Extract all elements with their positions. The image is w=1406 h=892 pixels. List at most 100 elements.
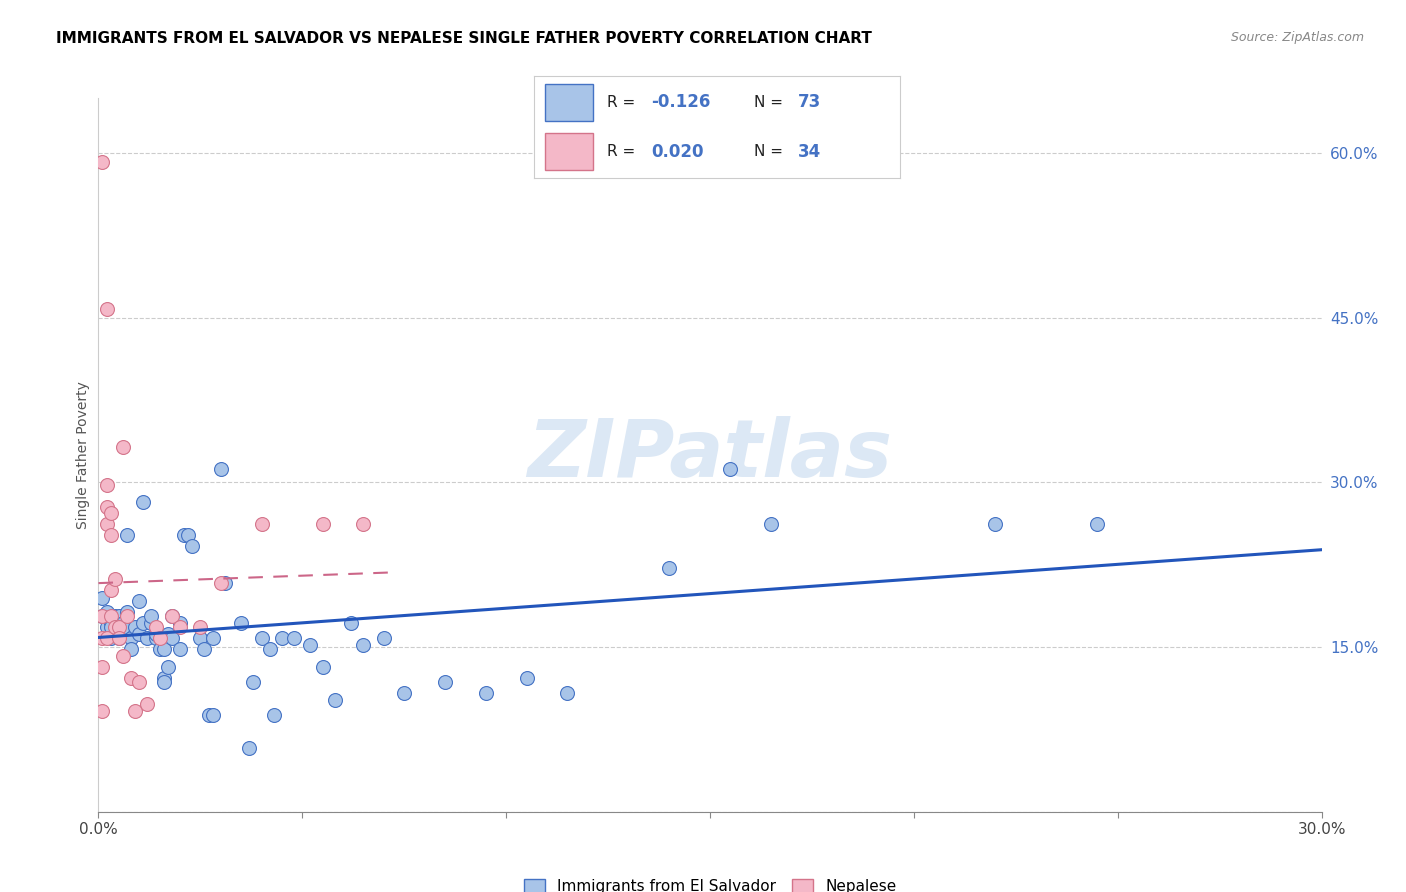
Point xyxy=(96,517,118,532)
Point xyxy=(128,594,150,608)
Point xyxy=(128,627,150,641)
Point xyxy=(120,671,142,685)
Point xyxy=(152,642,174,657)
FancyBboxPatch shape xyxy=(546,84,593,121)
Point xyxy=(263,708,285,723)
Point xyxy=(132,615,155,630)
Point xyxy=(392,686,416,700)
Point xyxy=(259,642,281,657)
Point xyxy=(209,462,232,476)
Point xyxy=(100,609,122,624)
Point xyxy=(141,609,163,624)
Point xyxy=(128,675,150,690)
Point xyxy=(96,301,118,316)
Text: 34: 34 xyxy=(797,143,821,161)
Point xyxy=(352,638,374,652)
Point xyxy=(209,576,232,591)
Point xyxy=(111,620,134,634)
Point xyxy=(136,632,159,646)
Point xyxy=(270,632,294,646)
Point xyxy=(214,576,236,591)
Point xyxy=(104,609,127,624)
Point xyxy=(124,704,146,718)
Text: 73: 73 xyxy=(797,94,821,112)
Point xyxy=(720,462,742,476)
Point xyxy=(96,620,118,634)
Point xyxy=(100,620,122,634)
Point xyxy=(96,500,118,514)
Point xyxy=(100,506,122,520)
Point xyxy=(299,638,322,652)
Point xyxy=(238,741,260,756)
Point xyxy=(104,620,127,634)
Point xyxy=(160,632,183,646)
Point xyxy=(557,686,579,700)
Text: 0.020: 0.020 xyxy=(651,143,704,161)
Point xyxy=(193,642,215,657)
Point xyxy=(149,632,172,646)
Point xyxy=(136,697,159,711)
Point xyxy=(761,517,783,532)
Point xyxy=(104,572,127,586)
Point xyxy=(984,517,1007,532)
Point xyxy=(197,708,219,723)
Text: N =: N = xyxy=(754,95,787,110)
Point xyxy=(108,620,131,634)
Point xyxy=(1085,517,1108,532)
Point xyxy=(96,477,118,491)
Point xyxy=(434,675,457,690)
Point xyxy=(312,660,335,674)
Point xyxy=(169,642,191,657)
Point xyxy=(250,632,273,646)
Text: Source: ZipAtlas.com: Source: ZipAtlas.com xyxy=(1230,31,1364,45)
Text: R =: R = xyxy=(607,95,641,110)
Point xyxy=(91,154,114,169)
Point xyxy=(352,517,374,532)
Legend: Immigrants from El Salvador, Nepalese: Immigrants from El Salvador, Nepalese xyxy=(517,873,903,892)
Point xyxy=(108,632,131,646)
Point xyxy=(100,632,122,646)
Point xyxy=(312,517,335,532)
Point xyxy=(100,528,122,542)
Point xyxy=(160,609,183,624)
Point xyxy=(373,632,395,646)
Point xyxy=(132,495,155,509)
Point xyxy=(115,605,138,619)
Point xyxy=(188,632,212,646)
Text: ZIPatlas: ZIPatlas xyxy=(527,416,893,494)
Point xyxy=(152,671,174,685)
Point xyxy=(242,675,264,690)
Point xyxy=(108,627,131,641)
Point xyxy=(340,615,363,630)
Point xyxy=(91,609,114,624)
Point xyxy=(283,632,305,646)
Point xyxy=(91,609,114,624)
Point xyxy=(111,440,134,454)
Point xyxy=(169,615,191,630)
Point xyxy=(201,708,224,723)
Text: IMMIGRANTS FROM EL SALVADOR VS NEPALESE SINGLE FATHER POVERTY CORRELATION CHART: IMMIGRANTS FROM EL SALVADOR VS NEPALESE … xyxy=(56,31,872,46)
Point xyxy=(474,686,498,700)
Point xyxy=(96,605,118,619)
Point xyxy=(250,517,273,532)
FancyBboxPatch shape xyxy=(546,133,593,170)
Point xyxy=(177,528,200,542)
Point xyxy=(201,632,224,646)
Point xyxy=(120,632,142,646)
Point xyxy=(115,528,138,542)
Text: N =: N = xyxy=(754,145,787,160)
Point xyxy=(173,528,195,542)
Point xyxy=(100,582,122,597)
Point xyxy=(516,671,538,685)
Point xyxy=(169,620,191,634)
Point xyxy=(231,615,253,630)
Point xyxy=(96,632,118,646)
Point xyxy=(111,615,134,630)
Point xyxy=(181,539,204,553)
Point xyxy=(108,609,131,624)
Point xyxy=(91,632,114,646)
Point xyxy=(152,675,174,690)
Point xyxy=(149,642,172,657)
Point xyxy=(145,627,167,641)
Point xyxy=(156,627,179,641)
